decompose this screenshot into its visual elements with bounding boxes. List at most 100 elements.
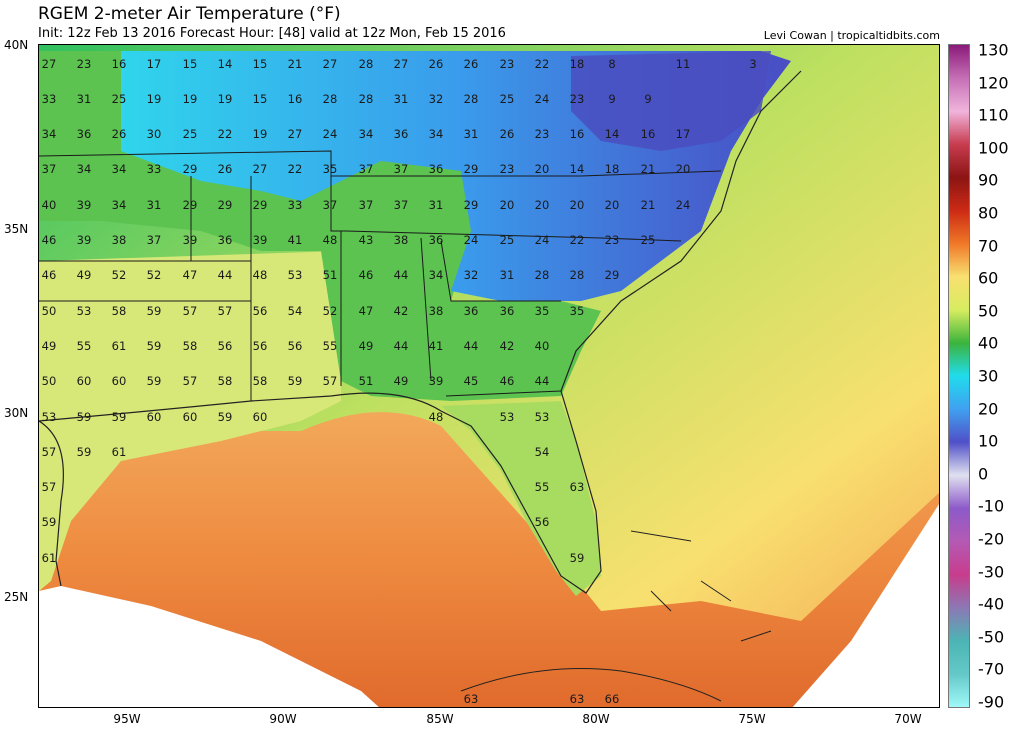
- temperature-value: 33: [147, 162, 162, 176]
- temperature-value: 44: [535, 374, 550, 388]
- lon-label-95w: 95W: [113, 712, 141, 726]
- texas-coast: [39, 420, 64, 587]
- temperature-value: 31: [500, 268, 515, 282]
- temperature-value: 16: [641, 127, 656, 141]
- temperature-value: 35: [535, 304, 550, 318]
- temperature-value: 59: [147, 374, 162, 388]
- nodata-sw: [39, 586, 379, 707]
- temperature-value: 24: [464, 233, 479, 247]
- temperature-value: 59: [147, 339, 162, 353]
- temperature-value: 16: [570, 127, 585, 141]
- temperature-value: 29: [218, 198, 233, 212]
- temperature-value: 38: [394, 233, 409, 247]
- temperature-value: 9: [644, 92, 651, 106]
- temperature-value: 29: [183, 162, 198, 176]
- temperature-value: 37: [394, 198, 409, 212]
- temperature-value: 15: [183, 57, 198, 71]
- temperature-value: 19: [147, 92, 162, 106]
- temperature-value: 29: [464, 162, 479, 176]
- temperature-value: 35: [323, 162, 338, 176]
- temperature-value: 57: [42, 445, 57, 459]
- temperature-value: 59: [112, 410, 127, 424]
- temperature-value: 42: [500, 339, 515, 353]
- temperature-value: 52: [323, 304, 338, 318]
- temperature-value: 56: [535, 515, 550, 529]
- temperature-value: 25: [183, 127, 198, 141]
- temperature-value: 53: [77, 304, 92, 318]
- temperature-value: 25: [500, 92, 515, 106]
- temperature-value: 54: [288, 304, 303, 318]
- temperature-value: 26: [429, 57, 444, 71]
- temperature-value: 56: [253, 304, 268, 318]
- temperature-value: 37: [359, 198, 374, 212]
- temperature-value: 53: [500, 410, 515, 424]
- temperature-value: 48: [253, 268, 268, 282]
- temperature-value: 39: [183, 233, 198, 247]
- temperature-value: 28: [359, 57, 374, 71]
- temperature-value: 28: [535, 268, 550, 282]
- land-warm: [39, 251, 341, 591]
- temperature-value: 26: [464, 57, 479, 71]
- temperature-value: 40: [42, 198, 57, 212]
- temperature-value: 61: [112, 445, 127, 459]
- temperature-value: 21: [641, 162, 656, 176]
- temperature-value: 34: [429, 268, 444, 282]
- temperature-value: 58: [112, 304, 127, 318]
- temperature-value: 39: [253, 233, 268, 247]
- temperature-value: 59: [288, 374, 303, 388]
- temperature-value: 23: [500, 57, 515, 71]
- temperature-value: 36: [394, 127, 409, 141]
- temperature-value: 56: [253, 339, 268, 353]
- colorbar-tick-label: 60: [978, 268, 999, 288]
- temperature-value: 58: [183, 339, 198, 353]
- temperature-value: 32: [429, 92, 444, 106]
- temperature-value: 31: [77, 92, 92, 106]
- temperature-value: 24: [535, 92, 550, 106]
- temperature-value: 23: [570, 92, 585, 106]
- temperature-value: 35: [570, 304, 585, 318]
- temperature-value: 32: [464, 268, 479, 282]
- temperature-value: 27: [394, 57, 409, 71]
- temperature-value: 9: [608, 92, 615, 106]
- temperature-value: 25: [112, 92, 127, 106]
- temperature-value: 22: [570, 233, 585, 247]
- temperature-map: 27 23 16 17 15 14 15 21 27 28 27 26 26 23 22 18 8 11 3 33 31…: [38, 44, 940, 708]
- colorbar-tick-label: 130: [978, 40, 1009, 60]
- temperature-value: 51: [359, 374, 374, 388]
- lat-label-35n: 35N: [4, 222, 29, 236]
- colorbar-tick-label: 120: [978, 73, 1009, 93]
- temperature-value: 56: [288, 339, 303, 353]
- colorbar-tick-label: 80: [978, 203, 999, 223]
- temperature-value: 43: [359, 233, 374, 247]
- lon-label-90w: 90W: [269, 712, 297, 726]
- temperature-value: 33: [42, 92, 57, 106]
- colorbar-tick-label: 20: [978, 399, 999, 419]
- temperature-value: 27: [288, 127, 303, 141]
- temperature-value: 23: [535, 127, 550, 141]
- temperature-value: 53: [535, 410, 550, 424]
- temperature-value: 14: [218, 57, 233, 71]
- temperature-value: 34: [112, 198, 127, 212]
- map-canvas: 27 23 16 17 15 14 15 21 27 28 27 26 26 23 22 18 8 11 333 31…: [39, 45, 939, 707]
- temperature-value: 45: [464, 374, 479, 388]
- colorbar-tick-label: 50: [978, 301, 999, 321]
- temperature-value: 57: [42, 480, 57, 494]
- temperature-value: 57: [183, 374, 198, 388]
- temperature-value: 59: [570, 551, 585, 565]
- temperature-value: 16: [112, 57, 127, 71]
- temperature-value: 49: [394, 374, 409, 388]
- temperature-value: 63: [570, 692, 585, 706]
- temperature-value: 31: [147, 198, 162, 212]
- temperature-value: 20: [570, 198, 585, 212]
- temperature-value: 3: [749, 57, 756, 71]
- temperature-value: 38: [429, 304, 444, 318]
- temperature-value: 22: [288, 162, 303, 176]
- temperature-value: 30: [147, 127, 162, 141]
- temperature-value: 19: [253, 127, 268, 141]
- temperature-value: 22: [218, 127, 233, 141]
- temperature-value: 31: [429, 198, 444, 212]
- temperature-value: 52: [147, 268, 162, 282]
- gulf-field: [39, 412, 939, 707]
- temperature-value: 42: [394, 304, 409, 318]
- colorbar-tick-label: -50: [978, 627, 1005, 647]
